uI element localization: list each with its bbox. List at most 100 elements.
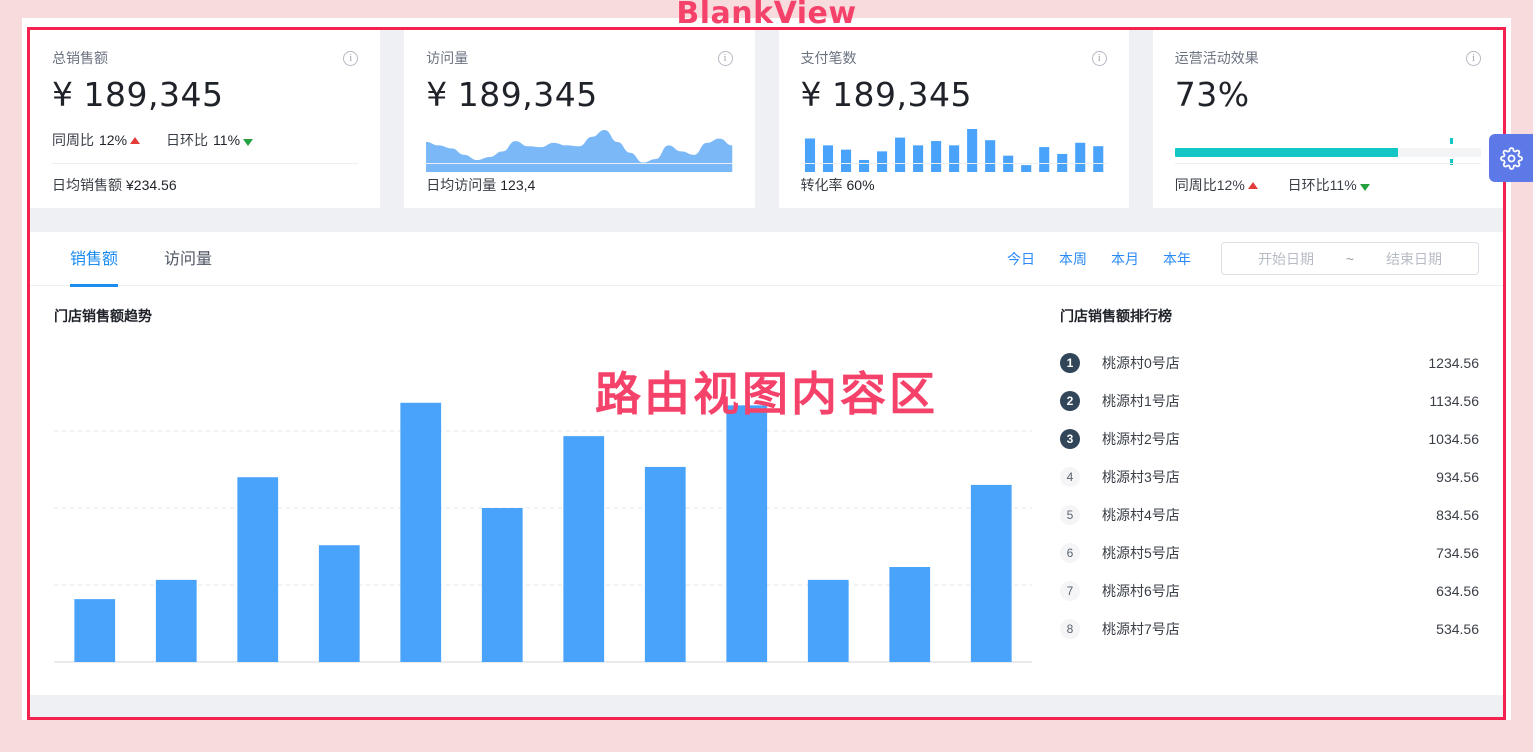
- ranking-row[interactable]: 8 桃源村7号店 534.56: [1060, 610, 1479, 648]
- kpi-footer: 日均访问量 123,4: [426, 177, 536, 193]
- rank-badge: 2: [1060, 391, 1080, 411]
- divider: [800, 163, 1107, 164]
- rank-store-value: 534.56: [1436, 621, 1479, 637]
- currency-symbol: ¥: [52, 75, 74, 114]
- tab-sales[interactable]: 销售额: [70, 232, 119, 287]
- range-tools: 今日 本周 本月 本年 开始日期 ~ 结束日期: [1007, 242, 1479, 275]
- arrow-down-icon: [243, 139, 254, 146]
- tab-list: 销售额 访问量: [70, 232, 213, 287]
- kpi-amount: 189,345: [83, 75, 224, 114]
- kpi-title: 访问量: [426, 50, 469, 66]
- bar-chart-svg: [54, 402, 1032, 663]
- info-circle-icon[interactable]: i: [1466, 50, 1481, 66]
- settings-drawer-toggle[interactable]: [1489, 134, 1533, 182]
- rank-store-value: 1234.56: [1428, 355, 1479, 371]
- progress-tick-bottom: [1450, 159, 1454, 165]
- arrow-up-icon: [1247, 182, 1258, 189]
- rank-badge: 4: [1060, 467, 1080, 487]
- kpi-title: 支付笔数: [800, 50, 857, 66]
- ranking-row[interactable]: 6 桃源村5号店 734.56: [1060, 534, 1479, 572]
- rank-store-value: 1134.56: [1429, 393, 1479, 409]
- info-circle-icon[interactable]: i: [1091, 50, 1107, 66]
- ranking-column: 门店销售额排行榜 1 桃源村0号店 1234.56 2 桃源村1号店 1134.56 3 桃源…: [1032, 306, 1503, 674]
- ranking-row[interactable]: 4 桃源村3号店 934.56: [1060, 458, 1479, 496]
- rank-badge: 3: [1060, 429, 1080, 449]
- divider: [52, 163, 359, 164]
- ranking-title: 门店销售额排行榜: [1060, 308, 1172, 324]
- kpi-footer: 同周比12% 日环比11%: [1175, 175, 1370, 195]
- kpi-footer: 日均销售额 ¥234.56: [52, 177, 177, 193]
- kpi-card-row: 总销售额 i ¥189,345 同周比 12% 日环比 11% 日均销售额 ¥234: [30, 30, 1503, 208]
- info-circle-icon[interactable]: i: [343, 50, 359, 66]
- sales-trend-chart: [54, 344, 1032, 674]
- end-date-input[interactable]: 结束日期: [1386, 250, 1442, 267]
- divider: [426, 163, 733, 164]
- kpi-trend-row: 同周比 12% 日环比 11%: [52, 130, 358, 150]
- rank-store-value: 734.56: [1436, 545, 1479, 561]
- kpi-amount: 189,345: [457, 75, 598, 114]
- range-this-month[interactable]: 本月: [1111, 250, 1139, 267]
- kpi-card-payments: 支付笔数 i ¥189,345 转化率 60%: [778, 30, 1129, 208]
- info-circle-icon[interactable]: i: [717, 50, 733, 66]
- kpi-card-total-sales: 总销售额 i ¥189,345 同周比 12% 日环比 11% 日均销售额 ¥234: [30, 30, 381, 208]
- trend-week: 同周比12%: [1175, 177, 1262, 193]
- visits-area-sparkline: [426, 126, 733, 172]
- range-this-year[interactable]: 本年: [1163, 250, 1191, 267]
- rank-store-name: 桃源村2号店: [1102, 431, 1180, 447]
- ranking-row[interactable]: 1 桃源村0号店 1234.56: [1060, 344, 1479, 382]
- rank-store-value: 634.56: [1436, 583, 1479, 599]
- gear-icon: [1499, 146, 1523, 170]
- currency-symbol: ¥: [800, 75, 822, 114]
- rank-badge: 1: [1060, 353, 1080, 373]
- rank-badge: 5: [1060, 505, 1080, 525]
- rank-store-value: 1034.56: [1428, 431, 1479, 447]
- tab-visits[interactable]: 访问量: [164, 250, 213, 268]
- start-date-input[interactable]: 开始日期: [1258, 250, 1314, 267]
- progress-tick-top: [1450, 138, 1454, 144]
- campaign-progress-bar: [1174, 138, 1481, 165]
- progress-fill: [1174, 148, 1399, 157]
- ranking-row[interactable]: 5 桃源村4号店 834.56: [1060, 496, 1479, 534]
- kpi-amount: 189,345: [832, 75, 972, 114]
- area-chart-svg: [426, 130, 733, 172]
- kpi-title: 总销售额: [52, 50, 108, 66]
- rank-store-name: 桃源村0号店: [1102, 355, 1180, 371]
- kpi-value: ¥189,345: [426, 74, 732, 116]
- arrow-up-icon: [130, 137, 141, 144]
- payments-bar-sparkline: [801, 126, 1107, 172]
- rank-store-value: 934.56: [1436, 469, 1479, 485]
- trend-day: 日环比11%: [1288, 177, 1370, 193]
- rank-store-name: 桃源村6号店: [1102, 583, 1180, 599]
- currency-symbol: ¥: [426, 75, 448, 114]
- ranking-row[interactable]: 7 桃源村6号店 634.56: [1060, 572, 1479, 610]
- ranking-row[interactable]: 3 桃源村2号店 1034.56: [1060, 420, 1479, 458]
- rank-badge: 6: [1060, 543, 1080, 563]
- range-today[interactable]: 今日: [1007, 250, 1035, 267]
- rank-store-name: 桃源村1号店: [1102, 393, 1180, 409]
- divider: [1174, 163, 1481, 164]
- kpi-footer: 转化率 60%: [800, 177, 875, 193]
- kpi-card-header: 访问量 i: [426, 48, 733, 68]
- panel-body: 门店销售额趋势 门店销售额排行榜 1 桃源村0号店 1234.56 2 桃源村1号店 11…: [30, 286, 1503, 674]
- range-this-week[interactable]: 本周: [1059, 250, 1087, 267]
- kpi-value: ¥189,345: [801, 74, 1107, 116]
- kpi-card-campaign-effect: 运营活动效果 i 73% 同周比12%: [1152, 30, 1503, 208]
- bar-chart-svg: [804, 129, 1103, 172]
- dashboard-content: 总销售额 i ¥189,345 同周比 12% 日环比 11% 日均销售额 ¥234: [30, 30, 1503, 717]
- rank-badge: 7: [1060, 581, 1080, 601]
- date-range-separator: ~: [1345, 250, 1355, 267]
- kpi-card-visits: 访问量 i ¥189,345 日均访问量 123,4: [404, 30, 755, 208]
- main-panel: 销售额 访问量 今日 本周 本月 本年 开始日期 ~ 结束日期: [30, 232, 1503, 695]
- kpi-value: 73%: [1175, 74, 1481, 116]
- arrow-down-icon: [1359, 184, 1370, 191]
- kpi-card-header: 支付笔数 i: [801, 48, 1107, 68]
- rank-store-name: 桃源村4号店: [1102, 507, 1180, 523]
- rank-store-name: 桃源村7号店: [1102, 621, 1180, 637]
- kpi-card-header: 运营活动效果 i: [1175, 48, 1481, 68]
- kpi-value: ¥189,345: [52, 74, 358, 116]
- ranking-row[interactable]: 2 桃源村1号店 1134.56: [1060, 382, 1479, 420]
- date-range-picker[interactable]: 开始日期 ~ 结束日期: [1221, 242, 1479, 275]
- panel-tabs-bar: 销售额 访问量 今日 本周 本月 本年 开始日期 ~ 结束日期: [30, 232, 1503, 287]
